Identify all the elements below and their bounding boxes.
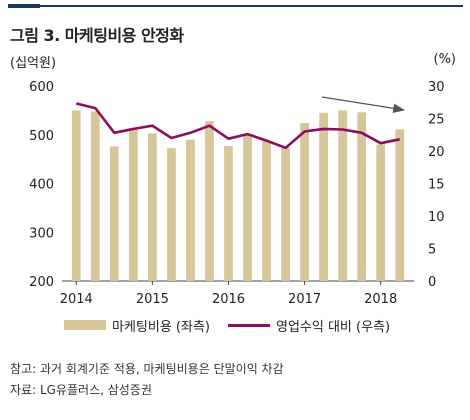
bar [376,144,386,281]
bar [281,147,290,281]
x-tick-label: 2016 [212,292,245,307]
left-tick-label: 600 [29,80,54,95]
chart-legend: 마케팅비용 (좌측) 영업수익 대비 (우측) [64,312,394,338]
bar [338,110,348,281]
right-tick-label: 25 [428,113,445,128]
chart-title: 그림 3. 마케팅비용 안정화 [10,26,184,45]
header-rule-accent [8,4,40,8]
legend-line-swatch [228,323,270,327]
trend-annotation [321,96,406,114]
left-tick-label: 300 [29,226,54,241]
right-tick-label: 15 [428,178,445,193]
bar [395,129,405,281]
bar [243,134,252,281]
chart-note: 참고: 과거 회계기준 적용, 마케팅비용은 단말이익 차감 [10,362,284,376]
bar [224,145,233,281]
left-tick-label: 200 [29,275,54,290]
bar [109,146,119,281]
bar [71,110,81,281]
header-rule [8,5,463,7]
x-tick-label: 2015 [136,292,169,307]
bar [90,111,100,281]
right-tick-label: 5 [428,243,436,258]
bar [262,141,271,281]
right-tick-label: 30 [428,80,445,95]
line-path [75,102,400,150]
bar [167,147,176,281]
bar-series [71,110,405,281]
left-axis-unit: (십억원) [10,56,57,71]
legend-line-label: 영업수익 대비 (우측) [276,319,391,335]
x-tick-label: 2017 [288,292,321,307]
x-tick-label: 2018 [364,292,397,307]
bar [128,127,138,281]
legend-item-line: 영업수익 대비 (우측) [228,316,390,335]
right-tick-label: 20 [428,145,445,160]
bar [205,121,214,281]
line-series [75,102,400,150]
left-tick-label: 400 [29,178,54,193]
right-tick-label: 10 [428,210,445,225]
bar [300,123,309,281]
left-tick-label: 500 [29,129,54,144]
legend-bar-label: 마케팅비용 (좌측) [112,319,210,335]
chart-axes: 200 300 400 500 600 0 5 10 15 20 25 30 2014 2015 2016 2… [29,80,444,307]
bar [186,139,195,281]
x-tick-label: 2014 [60,292,93,307]
trend-arrow [321,96,406,114]
legend-item-bar: 마케팅비용 (좌측) [64,316,210,335]
right-axis-unit: (%) [433,52,457,67]
legend-bar-swatch [64,320,106,330]
bar [319,112,328,281]
bar [148,133,157,281]
right-tick-label: 0 [428,275,436,290]
bar [357,112,367,281]
chart-source: 자료: LG유플러스, 삼성증권 [10,383,152,397]
